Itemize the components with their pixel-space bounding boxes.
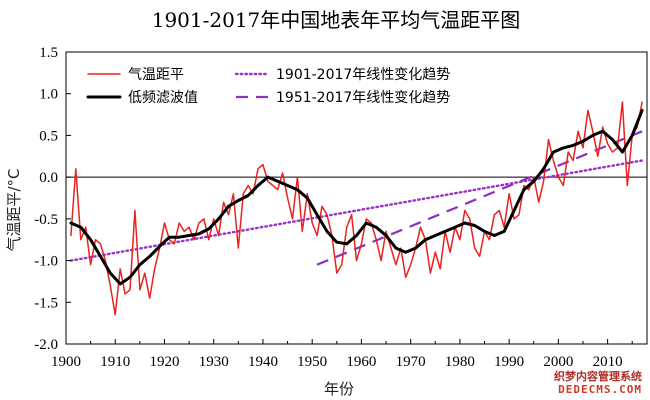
x-tick-label: 1930 [199,354,229,370]
axis-ticks: 1900 1910 1920 1930 1940 1950 1960 1970 1980 1990… [34,45,633,370]
x-tick-label: 1950 [297,354,327,370]
x-tick-label: 1940 [248,354,278,370]
series-line-2 [69,159,644,262]
legend-label-2: 1901-2017年线性变化趋势 [276,67,450,83]
x-tick-label: 2000 [543,354,573,370]
y-tick-label: -1.5 [34,295,58,311]
series-layer [69,101,644,316]
series-line-0 [70,101,643,316]
watermark-line1: 织梦内容管理系统 [554,370,642,383]
x-tick-label: 1990 [494,354,524,370]
watermark-line2: DEDECMS.COM [558,383,642,396]
x-tick-label: 1970 [396,354,426,370]
plot-frame [65,51,648,345]
y-tick-label: 0.0 [39,170,58,186]
y-tick-label: -0.5 [34,212,58,228]
x-tick-label: 1980 [445,354,475,370]
y-tick-label: -1.0 [34,254,58,270]
x-tick-label: 1900 [51,354,81,370]
x-tick-label: 1910 [100,354,130,370]
chart-title: 1901-2017年中国地表年平均气温距平图 [152,8,521,32]
y-axis-label: 气温距平/°C [5,168,23,251]
y-tick-label: 0.5 [39,128,58,144]
x-axis-label: 年份 [324,380,354,398]
series-line-3 [316,130,643,266]
x-tick-label: 1960 [346,354,376,370]
y-tick-label: 1.5 [39,45,58,61]
legend-label-0: 气温距平 [128,67,184,83]
series-line-1 [69,108,644,286]
legend-label-3: 1951-2017年线性变化趋势 [276,90,450,106]
y-tick-label: 1.0 [39,87,58,103]
x-tick-label: 2010 [593,354,623,370]
watermark: 织梦内容管理系统 DEDECMS.COM [554,370,642,396]
legend-label-1: 低频滤波值 [128,90,198,106]
y-tick-label: -2.0 [34,337,58,353]
x-tick-label: 1920 [149,354,179,370]
